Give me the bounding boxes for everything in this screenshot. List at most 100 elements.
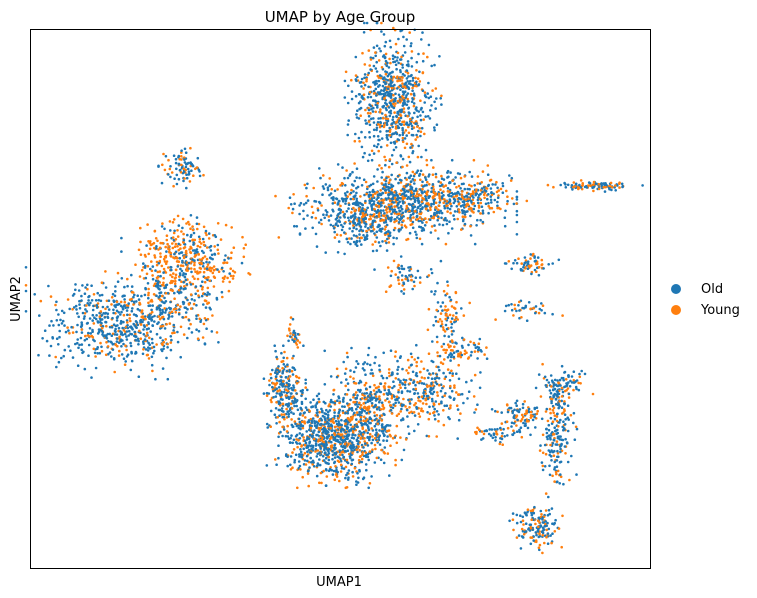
scatter-point-old — [333, 460, 337, 464]
scatter-point-old — [310, 447, 313, 451]
scatter-point-old — [113, 329, 117, 333]
scatter-point-old — [401, 66, 405, 69]
scatter-point-old — [364, 119, 367, 122]
scatter-point-old — [189, 214, 193, 217]
scatter-point-old — [115, 333, 119, 336]
scatter-point-young — [451, 179, 455, 182]
scatter-point-old — [272, 389, 275, 393]
scatter-point-old — [308, 428, 311, 432]
scatter-point-old — [289, 455, 293, 458]
scatter-point-old — [479, 192, 482, 196]
scatter-point-old — [380, 204, 383, 207]
scatter-point-young — [308, 409, 312, 413]
scatter-point-old — [398, 119, 401, 122]
scatter-point-old — [411, 79, 415, 82]
scatter-point-young — [332, 388, 336, 392]
scatter-point-old — [364, 216, 367, 220]
scatter-point-old — [186, 233, 189, 237]
scatter-point-old — [388, 126, 392, 130]
scatter-point-young — [146, 264, 150, 268]
scatter-point-old — [177, 177, 181, 181]
chart-title: UMAP by Age Group — [265, 8, 416, 26]
scatter-point-young — [227, 289, 231, 293]
scatter-point-young — [164, 292, 168, 295]
scatter-point-young — [429, 208, 432, 212]
scatter-point-old — [304, 406, 308, 409]
scatter-point-young — [119, 300, 123, 304]
scatter-point-young — [383, 382, 387, 385]
scatter-point-old — [144, 348, 148, 351]
scatter-point-old — [342, 197, 346, 201]
scatter-point-old — [110, 334, 114, 338]
scatter-point-young — [417, 412, 421, 416]
scatter-point-young — [402, 123, 406, 126]
scatter-point-young — [349, 416, 353, 419]
scatter-point-old — [410, 73, 413, 77]
scatter-point-young — [535, 262, 538, 266]
scatter-point-old — [331, 202, 335, 205]
scatter-point-young — [358, 401, 361, 405]
scatter-point-old — [355, 197, 359, 201]
scatter-point-old — [346, 402, 349, 405]
scatter-point-young — [155, 276, 159, 280]
scatter-point-old — [80, 331, 84, 334]
scatter-point-young — [390, 394, 394, 398]
scatter-point-old — [316, 209, 320, 212]
scatter-point-old — [78, 303, 81, 306]
scatter-point-old — [356, 436, 360, 439]
scatter-point-old — [139, 318, 143, 322]
scatter-point-old — [201, 237, 205, 241]
scatter-point-old — [286, 435, 290, 438]
scatter-point-old — [405, 408, 409, 412]
scatter-point-old — [359, 380, 363, 384]
scatter-point-old — [151, 265, 155, 268]
scatter-point-young — [24, 284, 28, 287]
scatter-point-old — [315, 420, 318, 424]
scatter-point-old — [378, 368, 381, 372]
scatter-point-old — [399, 69, 402, 72]
scatter-point-old — [153, 349, 156, 353]
scatter-point-old — [33, 293, 36, 296]
scatter-point-young — [400, 99, 403, 102]
scatter-point-young — [399, 436, 402, 439]
scatter-point-young — [364, 429, 368, 432]
scatter-point-old — [347, 433, 351, 437]
scatter-point-old — [96, 291, 99, 295]
scatter-point-old — [362, 31, 366, 34]
scatter-point-old — [364, 422, 368, 426]
scatter-point-old — [355, 176, 358, 179]
scatter-point-old — [403, 194, 407, 197]
scatter-point-old — [346, 133, 350, 137]
scatter-point-old — [327, 219, 331, 222]
scatter-point-old — [385, 424, 389, 427]
scatter-point-young — [183, 156, 186, 159]
scatter-point-old — [205, 267, 209, 271]
scatter-point-young — [193, 267, 196, 271]
scatter-point-young — [156, 270, 160, 274]
scatter-point-young — [361, 215, 364, 219]
scatter-point-old — [426, 92, 430, 95]
scatter-point-young — [398, 192, 402, 196]
scatter-point-old — [86, 321, 89, 325]
scatter-point-old — [107, 308, 111, 311]
scatter-point-old — [417, 52, 420, 56]
scatter-point-young — [230, 251, 233, 254]
scatter-point-old — [200, 249, 204, 253]
scatter-point-old — [349, 369, 352, 372]
scatter-point-old — [287, 412, 291, 416]
scatter-point-old — [348, 430, 351, 433]
scatter-point-old — [396, 372, 399, 376]
scatter-point-old — [344, 411, 347, 415]
scatter-point-old — [438, 223, 441, 226]
scatter-point-old — [169, 175, 172, 179]
scatter-point-old — [397, 61, 400, 65]
scatter-point-old — [95, 304, 99, 307]
scatter-point-old — [408, 231, 412, 235]
scatter-point-old — [80, 294, 83, 298]
scatter-point-young — [80, 328, 84, 331]
scatter-point-young — [393, 205, 396, 208]
scatter-point-old — [405, 171, 409, 175]
scatter-point-old — [318, 463, 322, 467]
scatter-point-young — [105, 324, 108, 328]
scatter-point-old — [376, 196, 380, 199]
